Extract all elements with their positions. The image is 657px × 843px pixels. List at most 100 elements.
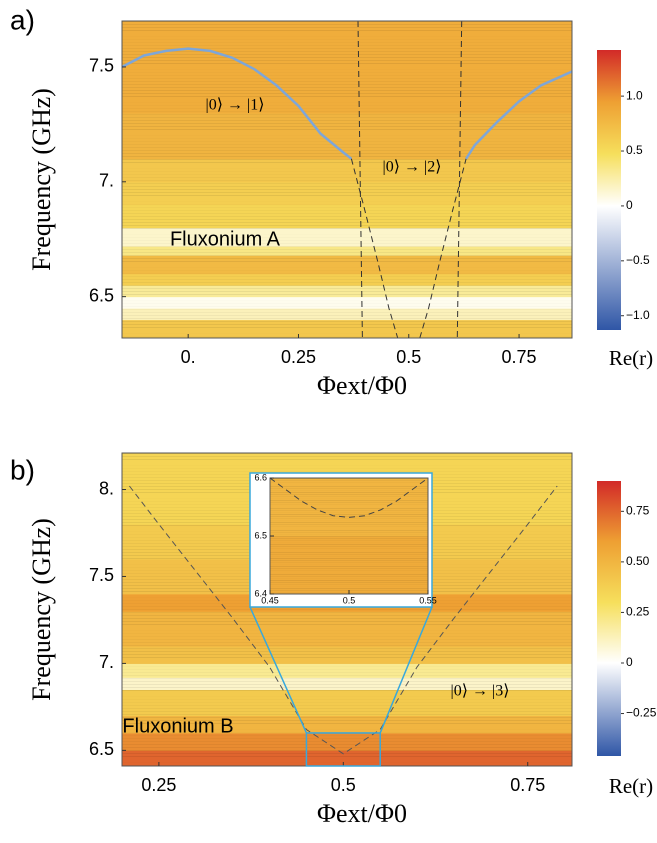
texture <box>122 108 572 109</box>
texture <box>122 720 572 721</box>
annotation: |0⟩ → |2⟩ <box>383 159 442 176</box>
panel-label: b) <box>10 454 35 485</box>
texture <box>270 586 428 587</box>
heatmap-row <box>122 285 572 298</box>
colorbar-tick-label: 0.25 <box>626 605 650 619</box>
texture <box>122 201 572 202</box>
x-tick-label: 0.5 <box>396 347 421 367</box>
y-tick-label: 7.5 <box>89 56 114 76</box>
texture <box>122 261 572 262</box>
texture <box>122 135 572 136</box>
colorbar-tick-label: 0 <box>626 655 633 669</box>
texture <box>122 315 572 316</box>
texture <box>122 459 572 460</box>
texture <box>122 654 572 655</box>
texture <box>270 582 428 583</box>
texture <box>122 105 572 106</box>
texture <box>122 690 572 691</box>
annotation: |0⟩ → |1⟩ <box>206 97 265 114</box>
texture <box>122 714 572 715</box>
colorbar-label: Re(r) <box>609 346 653 370</box>
y-tick-label: 8. <box>99 478 114 498</box>
x-tick-label: 0.5 <box>331 775 356 795</box>
heatmap-row <box>122 646 572 664</box>
texture <box>122 324 572 325</box>
texture <box>122 87 572 88</box>
texture <box>270 562 428 563</box>
texture <box>122 174 572 175</box>
texture <box>270 568 428 569</box>
curve <box>456 21 463 338</box>
texture <box>270 560 428 561</box>
texture <box>270 548 428 549</box>
texture <box>122 336 572 337</box>
texture <box>270 566 428 567</box>
texture <box>122 615 572 616</box>
x-tick-label: 0.55 <box>419 595 437 605</box>
texture <box>270 518 428 519</box>
heatmap-row <box>122 255 572 275</box>
colorbar-label: Re(r) <box>609 774 653 798</box>
zoom-connector <box>249 606 308 734</box>
texture <box>270 588 428 589</box>
texture <box>270 514 428 515</box>
texture <box>122 630 572 631</box>
texture <box>122 684 572 685</box>
texture <box>122 672 572 673</box>
texture <box>122 45 572 46</box>
texture <box>122 708 572 709</box>
texture <box>122 624 572 625</box>
heatmap-row <box>122 273 572 286</box>
texture <box>270 532 428 533</box>
texture <box>122 306 572 307</box>
texture <box>122 186 572 187</box>
texture <box>270 522 428 523</box>
heatmap-row <box>122 715 572 734</box>
texture <box>122 36 572 37</box>
texture <box>122 204 572 205</box>
curve <box>122 47 353 160</box>
texture <box>122 294 572 295</box>
heatmap-row <box>270 478 428 508</box>
texture <box>122 639 572 640</box>
texture <box>270 504 428 505</box>
texture <box>270 480 428 481</box>
texture <box>122 747 572 748</box>
x-tick-label: 0.25 <box>141 775 176 795</box>
texture <box>122 57 572 58</box>
heatmap-row <box>122 677 572 690</box>
texture <box>122 102 572 103</box>
texture <box>122 651 572 652</box>
texture <box>270 540 428 541</box>
texture <box>122 195 572 196</box>
texture <box>270 558 428 559</box>
texture <box>122 129 572 130</box>
texture <box>122 609 572 610</box>
texture <box>122 144 572 145</box>
texture <box>270 494 428 495</box>
texture <box>122 312 572 313</box>
heatmap-row <box>122 308 572 321</box>
heatmap-row <box>270 565 428 594</box>
texture <box>122 249 572 250</box>
texture <box>122 150 572 151</box>
texture <box>122 741 572 742</box>
y-tick-label: 7. <box>99 652 114 672</box>
texture <box>122 621 572 622</box>
texture <box>122 636 572 637</box>
texture <box>270 492 428 493</box>
heatmap-row <box>122 732 572 751</box>
texture <box>270 526 428 527</box>
y-axis-label: Frequency (GHz) <box>27 88 56 271</box>
texture <box>270 536 428 537</box>
heatmap-row <box>122 112 572 160</box>
texture <box>270 534 428 535</box>
texture <box>122 126 572 127</box>
texture <box>122 192 572 193</box>
plot-area <box>270 478 428 594</box>
texture <box>122 333 572 334</box>
texture <box>122 648 572 649</box>
texture <box>122 147 572 148</box>
texture <box>270 570 428 571</box>
colorbar-tick-label: 0.75 <box>626 504 650 518</box>
